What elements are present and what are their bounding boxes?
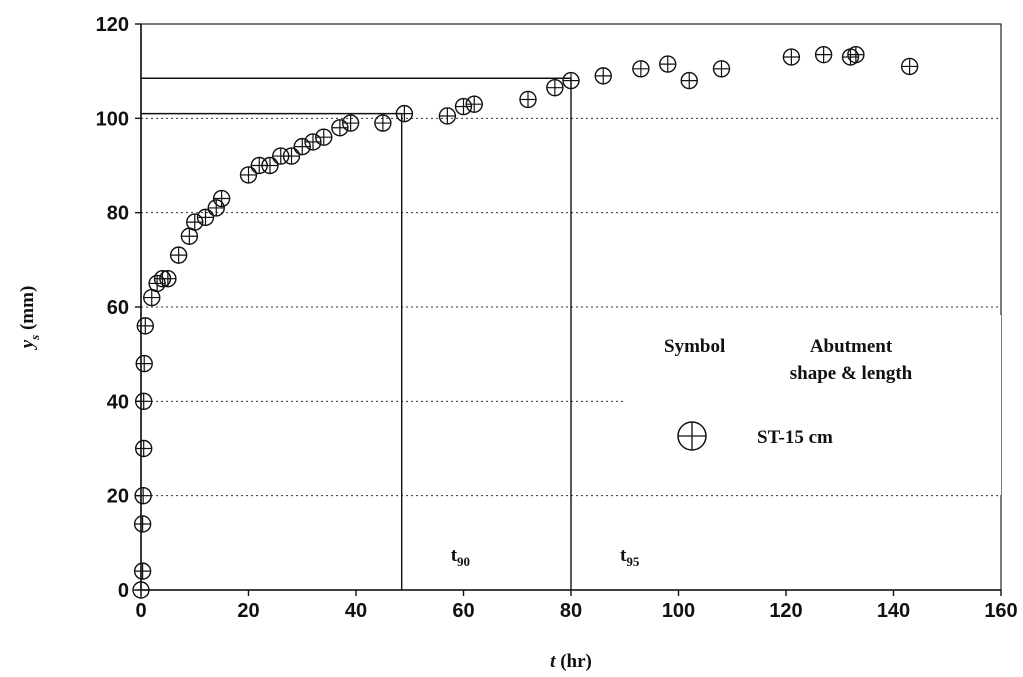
data-point bbox=[304, 133, 322, 151]
y-tick-label: 120 bbox=[96, 14, 129, 36]
data-point bbox=[207, 199, 225, 217]
data-point bbox=[132, 581, 150, 599]
x-tick-label: 40 bbox=[345, 600, 367, 622]
data-point bbox=[135, 354, 153, 373]
data-point bbox=[196, 208, 215, 227]
x-tick-label: 80 bbox=[560, 600, 582, 622]
y-tick-label: 0 bbox=[118, 580, 129, 602]
data-point bbox=[632, 60, 650, 78]
data-point bbox=[847, 45, 865, 64]
data-point bbox=[134, 392, 153, 411]
data-point bbox=[186, 213, 204, 231]
legend-background bbox=[625, 315, 1001, 495]
annotation-t95: t95 bbox=[620, 545, 640, 569]
legend: Symbol Abutment shape & length ST-15 cm bbox=[625, 315, 1001, 495]
annotation-sub: 95 bbox=[626, 554, 640, 569]
data-point bbox=[239, 166, 258, 184]
data-point bbox=[814, 45, 833, 64]
data-point bbox=[900, 57, 919, 76]
x-tick-label: 120 bbox=[769, 600, 802, 622]
data-point bbox=[133, 515, 152, 533]
x-tick-label: 140 bbox=[877, 600, 910, 622]
ticks: 0 20 40 60 80 100 120 140 160 0 20 40 60 80 100 120 bbox=[96, 14, 1018, 622]
data-point bbox=[546, 78, 564, 97]
x-axis-label-unit: (hr) bbox=[555, 651, 591, 672]
legend-header-symbol: Symbol bbox=[664, 336, 725, 357]
y-tick-label: 60 bbox=[107, 297, 129, 319]
data-point bbox=[465, 95, 483, 113]
data-point bbox=[134, 439, 153, 458]
x-tick-label: 60 bbox=[452, 600, 474, 622]
data-point bbox=[395, 104, 414, 123]
data-point bbox=[680, 71, 698, 90]
data-point bbox=[133, 562, 152, 580]
data-point bbox=[712, 60, 731, 78]
x-tick-label: 100 bbox=[662, 600, 695, 622]
data-point bbox=[169, 246, 188, 264]
annotation-base: t bbox=[620, 545, 627, 566]
y-tick-label: 40 bbox=[107, 391, 129, 413]
y-axis-label-unit: (mm) bbox=[17, 286, 38, 335]
y-axis-label-var: y bbox=[17, 339, 38, 350]
data-point bbox=[341, 114, 360, 132]
data-point bbox=[454, 97, 473, 116]
x-tick-label: 0 bbox=[135, 600, 146, 622]
x-axis-label: t (hr) bbox=[550, 651, 592, 672]
y-axis-label: ys (mm) bbox=[17, 286, 42, 351]
data-point bbox=[282, 147, 301, 165]
legend-header-abutment-1: Abutment bbox=[810, 336, 893, 357]
data-point bbox=[159, 270, 177, 288]
y-tick-label: 100 bbox=[96, 108, 129, 130]
annotation-base: t bbox=[451, 545, 458, 566]
legend-entry-label: ST-15 cm bbox=[757, 427, 833, 448]
reference-lines bbox=[141, 77, 572, 590]
data-point bbox=[594, 67, 612, 85]
x-tick-label: 20 bbox=[237, 600, 259, 622]
legend-header-abutment-2: shape & length bbox=[790, 363, 913, 384]
data-point bbox=[315, 128, 333, 146]
y-tick-label: 80 bbox=[107, 203, 129, 225]
data-point bbox=[374, 114, 392, 132]
data-point bbox=[134, 486, 152, 505]
legend-marker-icon bbox=[677, 421, 707, 451]
data-point bbox=[519, 90, 537, 109]
data-point bbox=[562, 71, 580, 90]
annotation-sub: 90 bbox=[457, 554, 470, 569]
data-point bbox=[212, 189, 231, 208]
x-axis-label-var: t bbox=[550, 651, 556, 672]
data-point bbox=[331, 119, 349, 137]
data-point bbox=[136, 317, 155, 335]
data-point bbox=[782, 48, 801, 66]
data-point bbox=[293, 137, 311, 156]
x-tick-label: 160 bbox=[984, 600, 1017, 622]
data-point bbox=[261, 156, 279, 175]
y-axis-label-sub: s bbox=[27, 335, 42, 341]
y-tick-label: 20 bbox=[107, 486, 129, 508]
annotations: t90 t95 bbox=[451, 545, 640, 569]
data-point bbox=[659, 55, 677, 73]
data-points bbox=[132, 45, 919, 599]
data-point bbox=[438, 107, 457, 125]
annotation-t90: t90 bbox=[451, 545, 470, 569]
